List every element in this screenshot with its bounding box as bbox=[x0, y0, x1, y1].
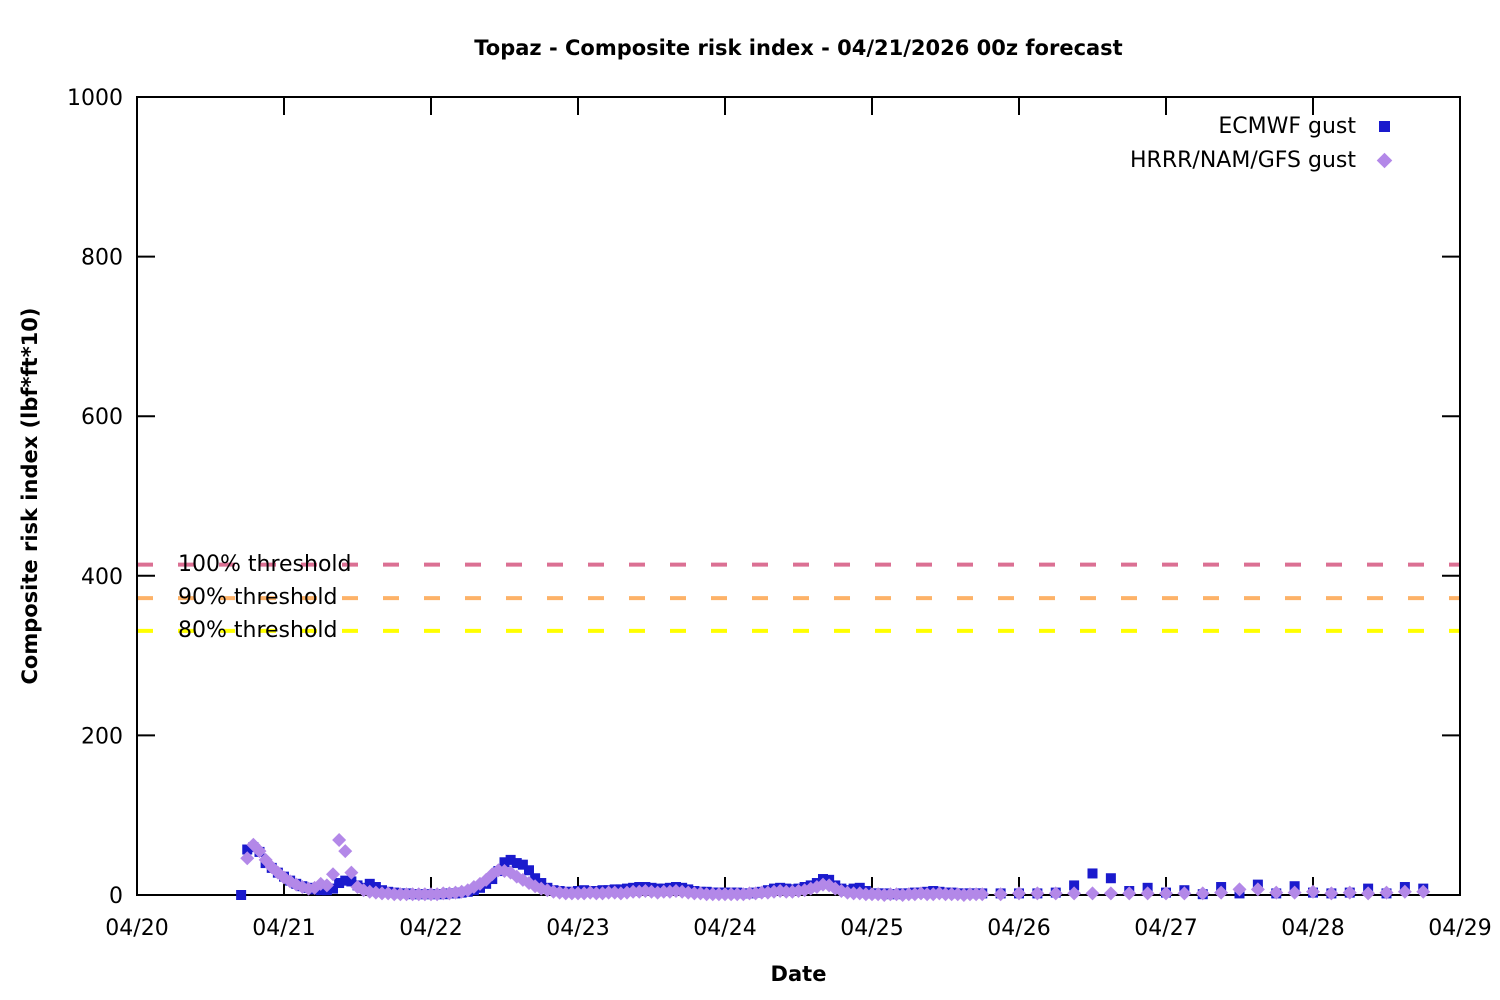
square-marker-icon bbox=[1378, 120, 1390, 132]
svg-text:04/28: 04/28 bbox=[1281, 916, 1344, 941]
x-axis-title: Date bbox=[770, 962, 827, 986]
legend-label-hrrr: HRRR/NAM/GFS gust bbox=[1130, 147, 1356, 173]
svg-text:800: 800 bbox=[81, 246, 123, 271]
y-axis-title: Composite risk index (lbf*ft*10) bbox=[18, 307, 42, 685]
legend-row-hrrr: HRRR/NAM/GFS gust bbox=[1130, 146, 1412, 174]
chart-title: Topaz - Composite risk index - 04/21/202… bbox=[474, 36, 1123, 60]
legend-row-ecmwf: ECMWF gust bbox=[1130, 112, 1412, 140]
svg-text:04/25: 04/25 bbox=[840, 916, 903, 941]
threshold-label-100: 100% threshold bbox=[178, 551, 352, 577]
svg-text:04/23: 04/23 bbox=[546, 916, 609, 941]
svg-text:04/29: 04/29 bbox=[1428, 916, 1491, 941]
svg-text:04/20: 04/20 bbox=[105, 916, 168, 941]
svg-text:1000: 1000 bbox=[67, 86, 123, 111]
svg-text:0: 0 bbox=[109, 884, 123, 909]
svg-text:04/21: 04/21 bbox=[252, 916, 315, 941]
svg-text:04/24: 04/24 bbox=[693, 916, 756, 941]
svg-text:04/27: 04/27 bbox=[1134, 916, 1197, 941]
legend: ECMWF gust HRRR/NAM/GFS gust bbox=[1130, 112, 1412, 174]
threshold-label-80: 80% threshold bbox=[178, 617, 338, 643]
svg-text:400: 400 bbox=[81, 565, 123, 590]
svg-text:200: 200 bbox=[81, 724, 123, 749]
threshold-label-90: 90% threshold bbox=[178, 585, 338, 611]
svg-text:04/26: 04/26 bbox=[987, 916, 1050, 941]
diamond-marker-icon bbox=[1376, 152, 1392, 168]
svg-text:600: 600 bbox=[81, 405, 123, 430]
svg-text:04/22: 04/22 bbox=[399, 916, 462, 941]
legend-label-ecmwf: ECMWF gust bbox=[1218, 113, 1356, 139]
legend-swatch-hrrr bbox=[1356, 152, 1412, 168]
legend-swatch-ecmwf bbox=[1356, 120, 1412, 132]
